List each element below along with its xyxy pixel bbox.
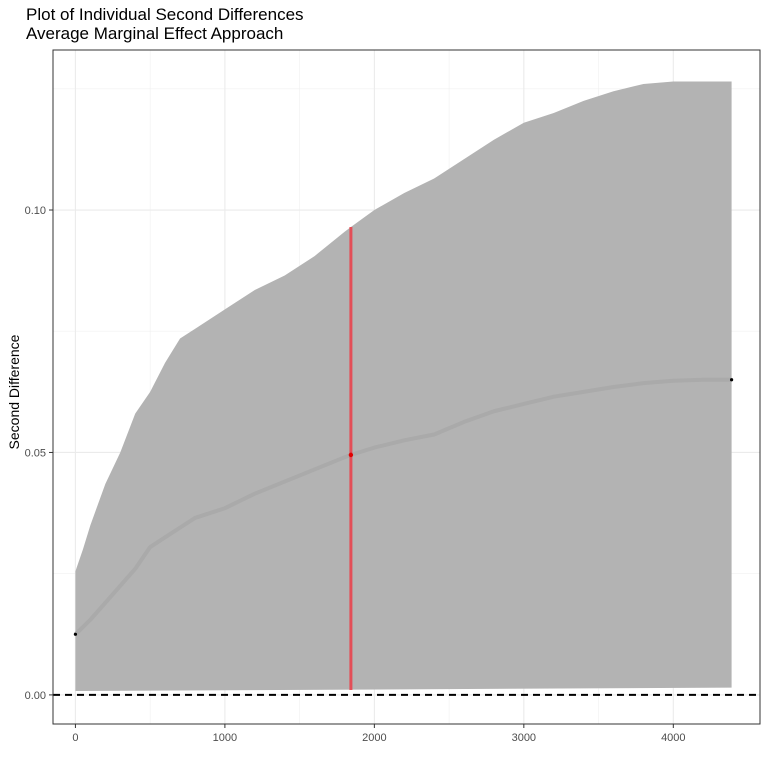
x-tick-label: 4000 — [661, 732, 685, 744]
estimate-end-point — [730, 378, 734, 382]
y-tick-label: 0.05 — [25, 447, 46, 459]
x-tick-label: 3000 — [512, 732, 536, 744]
y-tick-label: 0.10 — [25, 205, 46, 217]
estimate-line — [74, 377, 732, 636]
chart-subtitle: Average Marginal Effect Approach — [26, 24, 284, 43]
panel-border — [52, 49, 761, 725]
highlight-point — [348, 452, 354, 458]
chart-title: Plot of Individual Second Differences — [26, 5, 304, 24]
x-tick-label: 2000 — [362, 732, 386, 744]
x-tick-label: 0 — [72, 732, 78, 744]
estimate-start-point — [73, 632, 78, 636]
x-tick-label: 1000 — [213, 732, 237, 744]
y-tick-label: 0.00 — [25, 690, 46, 702]
confidence-interval-band — [75, 81, 732, 692]
